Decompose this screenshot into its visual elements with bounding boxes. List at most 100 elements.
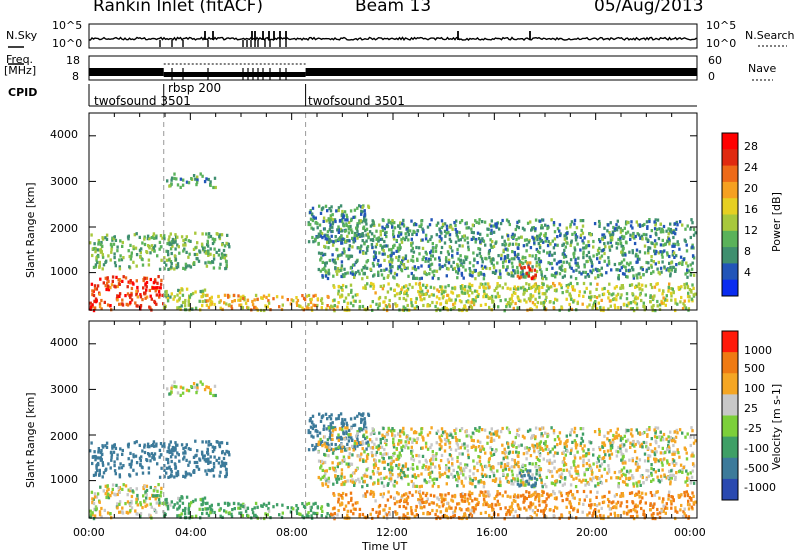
velocity-cell — [667, 435, 670, 439]
power-cell — [351, 295, 355, 299]
velocity-cell — [662, 438, 665, 442]
power-cell — [354, 260, 358, 265]
velocity-cell — [520, 443, 523, 447]
velocity-cell — [176, 507, 179, 511]
velocity-cell — [574, 465, 577, 469]
power-cell — [459, 286, 463, 290]
velocity-cell — [118, 500, 122, 504]
power-cell — [336, 228, 339, 232]
power-cell — [634, 254, 638, 258]
power-cell — [482, 239, 486, 243]
velocity-cell — [192, 382, 196, 386]
power-cell — [194, 231, 197, 235]
velocity-cell — [398, 463, 401, 467]
velocity-cell — [128, 462, 131, 467]
power-cell — [618, 268, 622, 272]
power-cell — [574, 261, 577, 265]
velocity-cell — [455, 438, 459, 442]
power-cell — [641, 223, 644, 228]
power-cell — [479, 238, 482, 242]
velocity-cell — [106, 484, 109, 488]
power-cell — [96, 248, 99, 252]
power-cell — [201, 232, 204, 236]
velocity-cell — [478, 459, 482, 463]
power-cell — [187, 239, 190, 243]
xtick-08: 08:00 — [276, 526, 308, 539]
velocity-cell — [181, 496, 184, 500]
power-cell — [670, 287, 673, 291]
power-cell — [121, 298, 124, 302]
velocity-cell — [157, 498, 161, 502]
velocity-cell — [323, 460, 327, 464]
power-cell — [689, 271, 693, 276]
power-cell — [586, 305, 589, 309]
velocity-cell — [177, 453, 180, 457]
power-cell — [219, 262, 222, 266]
power-cell — [655, 227, 659, 231]
power-cell — [654, 218, 657, 222]
power-cell — [481, 220, 484, 224]
velocity-cell — [361, 428, 364, 432]
power-cell — [631, 226, 634, 230]
velocity-cell — [333, 426, 337, 430]
velocity-cell — [203, 454, 206, 458]
velocity-cell — [341, 459, 344, 463]
velocity-cell — [538, 441, 541, 445]
velocity-cell — [531, 462, 534, 466]
power-cell — [91, 305, 94, 309]
power-cell — [595, 287, 598, 291]
power-cell — [321, 207, 324, 211]
power-cell — [118, 282, 121, 286]
power-cell — [434, 246, 438, 250]
power-cell — [156, 254, 159, 258]
velocity-cell — [214, 393, 217, 398]
power-cell — [527, 297, 531, 301]
velocity-cell — [474, 448, 477, 452]
power-cell — [610, 268, 613, 272]
velocity-cell — [508, 450, 511, 454]
velocity-cell — [309, 508, 313, 513]
power-cell — [514, 291, 517, 295]
power-cell — [98, 292, 101, 296]
velocity-cell — [262, 502, 266, 506]
power-cell — [457, 257, 460, 261]
velocity-cell — [237, 502, 240, 506]
power-cell — [470, 300, 473, 304]
power-cell — [517, 287, 520, 291]
power-cell — [439, 251, 443, 255]
power-cell — [341, 273, 345, 277]
velocity-cell — [142, 486, 145, 490]
velocity-cell — [534, 462, 538, 466]
power-cell — [390, 251, 394, 255]
power-cell — [642, 232, 645, 237]
power-cell — [565, 236, 568, 240]
velocity-cell — [632, 440, 635, 444]
velocity-cell — [147, 452, 150, 456]
power-cell — [469, 304, 472, 308]
velocity-cell — [320, 514, 323, 518]
power-cell — [459, 220, 462, 225]
power-cell — [552, 246, 556, 250]
power-cell — [631, 235, 634, 239]
velocity-cell — [194, 385, 197, 389]
power-cell — [189, 265, 193, 269]
velocity-cell — [368, 438, 372, 442]
power-cell — [593, 295, 596, 299]
velocity-cell — [531, 434, 534, 438]
power-cell — [546, 251, 549, 255]
power-cell — [345, 213, 348, 217]
power-cell — [506, 234, 510, 238]
velocity-cell — [554, 451, 557, 455]
power-cell — [622, 264, 625, 268]
velocity-cell — [361, 485, 364, 489]
power-cell — [602, 233, 606, 237]
velocity-cell — [349, 417, 353, 421]
velocity-cell — [545, 444, 549, 449]
velocity-cell — [93, 492, 97, 496]
power-cell — [131, 281, 134, 285]
power-cell — [223, 253, 227, 257]
power-cell — [391, 225, 394, 229]
velocity-cell — [150, 452, 154, 456]
velocity-cell — [228, 511, 231, 515]
velocity-cell — [340, 421, 344, 425]
